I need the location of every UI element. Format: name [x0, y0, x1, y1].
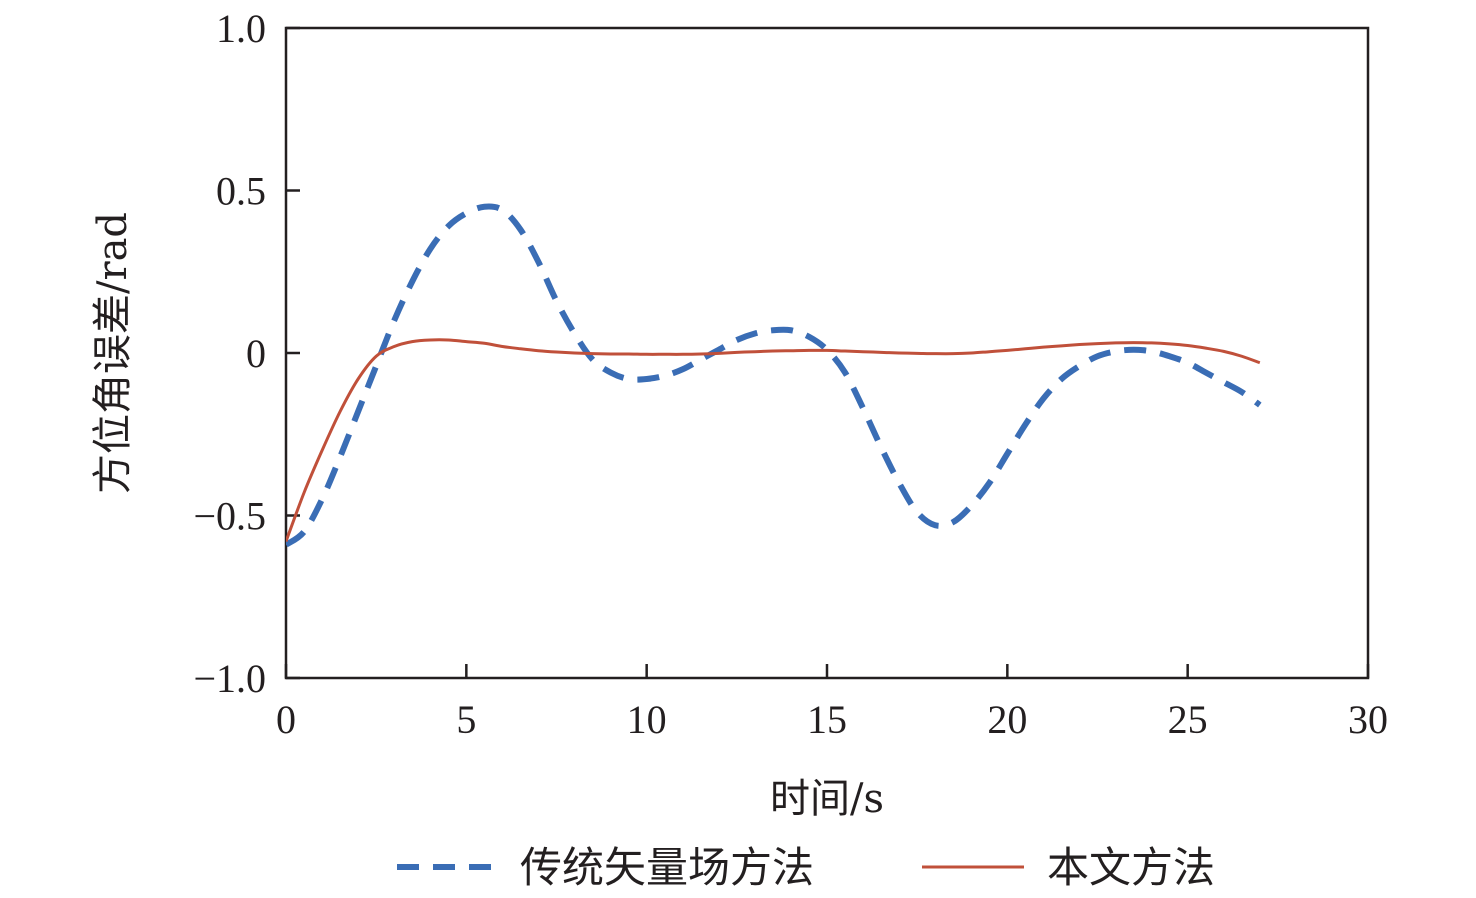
y-tick-label: −0.5	[193, 494, 266, 539]
x-tick-label: 5	[456, 697, 476, 742]
x-tick-label: 10	[627, 697, 667, 742]
x-tick-label: 15	[807, 697, 847, 742]
x-tick-label: 0	[276, 697, 296, 742]
x-tick-label: 25	[1168, 697, 1208, 742]
y-tick-label: 0.5	[216, 169, 266, 214]
y-tick-label: −1.0	[193, 656, 266, 701]
series-layer	[286, 203, 1262, 548]
series-line-traditional	[286, 203, 1262, 548]
y-axis-title: 方位角误差/rad	[90, 212, 136, 494]
legend-label: 本文方法	[1047, 843, 1215, 892]
y-tick-label: 1.0	[216, 6, 266, 51]
legend: 传统矢量场方法 本文方法	[397, 843, 1215, 892]
y-tick-label: 0	[246, 331, 266, 376]
x-tick-label: 30	[1348, 697, 1388, 742]
plot-frame	[284, 26, 1370, 680]
y-axis-ticks: 1.0 0.5 0 −0.5 −1.0	[193, 6, 300, 701]
legend-label: 传统矢量场方法	[520, 843, 814, 892]
x-axis-ticks: 0 5 10 15 20 25 30	[276, 664, 1388, 742]
x-axis-title: 时间/s	[770, 776, 884, 822]
x-tick-label: 20	[987, 697, 1027, 742]
series-line-proposed	[286, 338, 1261, 543]
